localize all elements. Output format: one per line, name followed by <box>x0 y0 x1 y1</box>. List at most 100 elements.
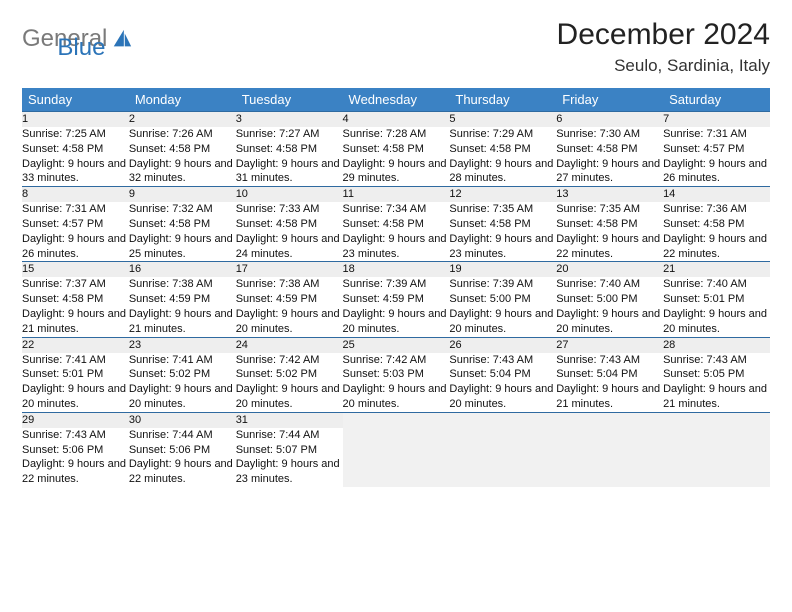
day-detail-cell: Sunrise: 7:32 AMSunset: 4:58 PMDaylight:… <box>129 202 236 262</box>
day-detail-cell: Sunrise: 7:37 AMSunset: 4:58 PMDaylight:… <box>22 277 129 337</box>
day-number-row: 293031 <box>22 412 770 427</box>
weekday-header: Sunday <box>22 88 129 112</box>
day-detail-cell: Sunrise: 7:40 AMSunset: 5:00 PMDaylight:… <box>556 277 663 337</box>
weekday-header: Friday <box>556 88 663 112</box>
weekday-header: Monday <box>129 88 236 112</box>
weekday-header-row: SundayMondayTuesdayWednesdayThursdayFrid… <box>22 88 770 112</box>
weekday-header: Saturday <box>663 88 770 112</box>
header: General Blue December 2024 Seulo, Sardin… <box>22 18 770 76</box>
sunrise-line: Sunrise: 7:40 AM <box>556 277 663 292</box>
day-detail-cell: Sunrise: 7:40 AMSunset: 5:01 PMDaylight:… <box>663 277 770 337</box>
daylight-line: Daylight: 9 hours and 25 minutes. <box>129 232 236 262</box>
day-detail-cell: Sunrise: 7:30 AMSunset: 4:58 PMDaylight:… <box>556 127 663 187</box>
daylight-line: Daylight: 9 hours and 23 minutes. <box>343 232 450 262</box>
day-number-cell: 12 <box>449 187 556 202</box>
sunrise-line: Sunrise: 7:33 AM <box>236 202 343 217</box>
sunset-line: Sunset: 5:04 PM <box>556 367 663 382</box>
sunrise-line: Sunrise: 7:36 AM <box>663 202 770 217</box>
day-number-cell: 22 <box>22 337 129 352</box>
day-detail-cell: Sunrise: 7:27 AMSunset: 4:58 PMDaylight:… <box>236 127 343 187</box>
sunrise-line: Sunrise: 7:43 AM <box>449 353 556 368</box>
day-number-row: 22232425262728 <box>22 337 770 352</box>
day-detail-cell <box>663 428 770 487</box>
day-number-cell: 2 <box>129 112 236 127</box>
day-number-cell: 17 <box>236 262 343 277</box>
day-detail-cell: Sunrise: 7:36 AMSunset: 4:58 PMDaylight:… <box>663 202 770 262</box>
day-detail-cell: Sunrise: 7:41 AMSunset: 5:01 PMDaylight:… <box>22 353 129 413</box>
sunrise-line: Sunrise: 7:43 AM <box>22 428 129 443</box>
location-subtitle: Seulo, Sardinia, Italy <box>557 56 770 76</box>
logo-text-blue: Blue <box>57 36 105 60</box>
sunrise-line: Sunrise: 7:42 AM <box>236 353 343 368</box>
daylight-line: Daylight: 9 hours and 20 minutes. <box>236 307 343 337</box>
sunrise-line: Sunrise: 7:42 AM <box>343 353 450 368</box>
sunset-line: Sunset: 5:03 PM <box>343 367 450 382</box>
day-number-cell: 21 <box>663 262 770 277</box>
daylight-line: Daylight: 9 hours and 29 minutes. <box>343 157 450 187</box>
sunrise-line: Sunrise: 7:41 AM <box>129 353 236 368</box>
daylight-line: Daylight: 9 hours and 33 minutes. <box>22 157 129 187</box>
sunset-line: Sunset: 5:02 PM <box>129 367 236 382</box>
daylight-line: Daylight: 9 hours and 20 minutes. <box>449 382 556 412</box>
day-number-cell <box>556 412 663 427</box>
daylight-line: Daylight: 9 hours and 20 minutes. <box>556 307 663 337</box>
daylight-line: Daylight: 9 hours and 20 minutes. <box>129 382 236 412</box>
day-number-cell: 18 <box>343 262 450 277</box>
day-detail-cell: Sunrise: 7:26 AMSunset: 4:58 PMDaylight:… <box>129 127 236 187</box>
day-number-cell: 23 <box>129 337 236 352</box>
sunrise-line: Sunrise: 7:27 AM <box>236 127 343 142</box>
sunset-line: Sunset: 5:00 PM <box>449 292 556 307</box>
day-detail-cell: Sunrise: 7:31 AMSunset: 4:57 PMDaylight:… <box>22 202 129 262</box>
sunset-line: Sunset: 4:58 PM <box>129 217 236 232</box>
day-detail-cell: Sunrise: 7:42 AMSunset: 5:03 PMDaylight:… <box>343 353 450 413</box>
daylight-line: Daylight: 9 hours and 20 minutes. <box>22 382 129 412</box>
daylight-line: Daylight: 9 hours and 32 minutes. <box>129 157 236 187</box>
day-detail-row: Sunrise: 7:31 AMSunset: 4:57 PMDaylight:… <box>22 202 770 262</box>
day-detail-row: Sunrise: 7:41 AMSunset: 5:01 PMDaylight:… <box>22 353 770 413</box>
sunset-line: Sunset: 4:58 PM <box>449 142 556 157</box>
day-number-cell: 10 <box>236 187 343 202</box>
day-number-cell: 9 <box>129 187 236 202</box>
daylight-line: Daylight: 9 hours and 20 minutes. <box>663 307 770 337</box>
sunrise-line: Sunrise: 7:29 AM <box>449 127 556 142</box>
sunset-line: Sunset: 4:58 PM <box>236 142 343 157</box>
title-block: December 2024 Seulo, Sardinia, Italy <box>557 18 770 76</box>
sunrise-line: Sunrise: 7:34 AM <box>343 202 450 217</box>
day-number-cell: 30 <box>129 412 236 427</box>
day-number-cell: 29 <box>22 412 129 427</box>
sunset-line: Sunset: 5:06 PM <box>129 443 236 458</box>
day-number-cell: 11 <box>343 187 450 202</box>
day-number-cell: 16 <box>129 262 236 277</box>
sunset-line: Sunset: 4:58 PM <box>22 292 129 307</box>
day-detail-row: Sunrise: 7:43 AMSunset: 5:06 PMDaylight:… <box>22 428 770 487</box>
sunrise-line: Sunrise: 7:25 AM <box>22 127 129 142</box>
sunset-line: Sunset: 4:58 PM <box>449 217 556 232</box>
weekday-header: Thursday <box>449 88 556 112</box>
day-number-cell: 8 <box>22 187 129 202</box>
daylight-line: Daylight: 9 hours and 20 minutes. <box>236 382 343 412</box>
daylight-line: Daylight: 9 hours and 21 minutes. <box>556 382 663 412</box>
sunset-line: Sunset: 5:05 PM <box>663 367 770 382</box>
sunset-line: Sunset: 4:58 PM <box>556 217 663 232</box>
weekday-header: Tuesday <box>236 88 343 112</box>
day-detail-cell: Sunrise: 7:43 AMSunset: 5:06 PMDaylight:… <box>22 428 129 487</box>
day-detail-cell: Sunrise: 7:35 AMSunset: 4:58 PMDaylight:… <box>449 202 556 262</box>
day-detail-cell: Sunrise: 7:34 AMSunset: 4:58 PMDaylight:… <box>343 202 450 262</box>
day-number-cell <box>663 412 770 427</box>
logo: General Blue <box>22 18 105 60</box>
daylight-line: Daylight: 9 hours and 21 minutes. <box>663 382 770 412</box>
day-number-cell: 25 <box>343 337 450 352</box>
day-detail-cell: Sunrise: 7:35 AMSunset: 4:58 PMDaylight:… <box>556 202 663 262</box>
day-number-cell: 19 <box>449 262 556 277</box>
sunrise-line: Sunrise: 7:31 AM <box>22 202 129 217</box>
sunset-line: Sunset: 5:04 PM <box>449 367 556 382</box>
day-detail-cell: Sunrise: 7:43 AMSunset: 5:04 PMDaylight:… <box>449 353 556 413</box>
day-number-cell: 27 <box>556 337 663 352</box>
day-number-cell: 5 <box>449 112 556 127</box>
day-detail-cell: Sunrise: 7:44 AMSunset: 5:06 PMDaylight:… <box>129 428 236 487</box>
day-detail-cell: Sunrise: 7:33 AMSunset: 4:58 PMDaylight:… <box>236 202 343 262</box>
day-number-cell: 14 <box>663 187 770 202</box>
sunset-line: Sunset: 5:01 PM <box>663 292 770 307</box>
day-number-cell: 31 <box>236 412 343 427</box>
day-number-cell: 26 <box>449 337 556 352</box>
